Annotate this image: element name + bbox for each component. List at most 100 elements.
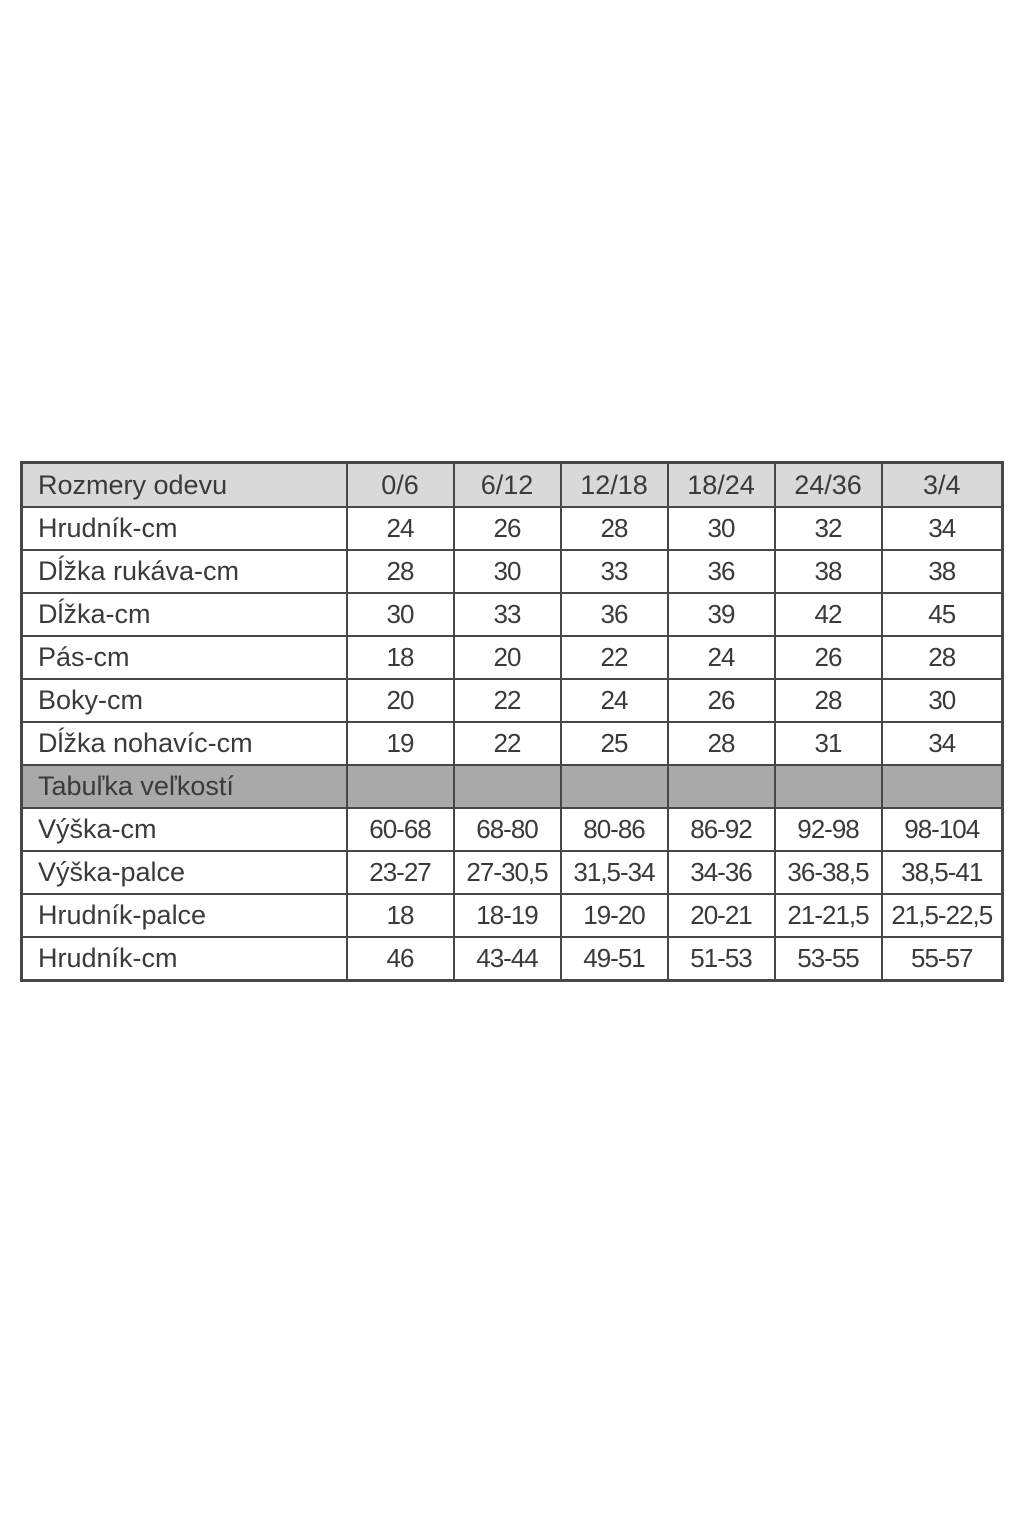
value-cell: 28 — [559, 506, 669, 551]
row-label: Boky-cm — [20, 678, 348, 723]
section-row: Tabuľka veľkostí — [20, 764, 1004, 809]
value-cell: 42 — [773, 592, 883, 637]
value-cell: 19-20 — [559, 893, 669, 938]
value-cell: 60-68 — [345, 807, 455, 852]
value-cell: 22 — [452, 678, 562, 723]
value-cell: 55-57 — [880, 936, 1004, 982]
column-header: 3/4 — [880, 461, 1004, 508]
value-cell: 43-44 — [452, 936, 562, 982]
value-cell: 24 — [345, 506, 455, 551]
size-chart-container: Rozmery odevu 0/6 6/12 12/18 18/24 24/36 3/4 H… — [20, 461, 1004, 982]
value-cell: 31 — [773, 721, 883, 766]
column-header: 18/24 — [666, 461, 776, 508]
table-row: Pás-cm 18 20 22 24 26 28 — [20, 635, 1004, 680]
value-cell: 34 — [880, 721, 1004, 766]
size-table-body: Hrudník-cm 24 26 28 30 32 34 Dĺžka rukáva-cm 28 3… — [20, 506, 1004, 982]
value-cell — [345, 764, 455, 809]
row-label: Dĺžka rukáva-cm — [20, 549, 348, 594]
value-cell: 30 — [666, 506, 776, 551]
value-cell: 25 — [559, 721, 669, 766]
value-cell: 68-80 — [452, 807, 562, 852]
row-label: Hrudník-cm — [20, 506, 348, 551]
value-cell: 19 — [345, 721, 455, 766]
value-cell: 38 — [880, 549, 1004, 594]
value-cell: 34-36 — [666, 850, 776, 895]
column-header: 12/18 — [559, 461, 669, 508]
value-cell: 49-51 — [559, 936, 669, 982]
table-row: Dĺžka rukáva-cm 28 30 33 36 38 38 — [20, 549, 1004, 594]
table-row: Boky-cm 20 22 24 26 28 30 — [20, 678, 1004, 723]
column-header: 24/36 — [773, 461, 883, 508]
value-cell: 31,5-34 — [559, 850, 669, 895]
value-cell: 20 — [452, 635, 562, 680]
value-cell: 33 — [559, 549, 669, 594]
value-cell: 24 — [666, 635, 776, 680]
value-cell: 33 — [452, 592, 562, 637]
value-cell: 26 — [452, 506, 562, 551]
row-label: Pás-cm — [20, 635, 348, 680]
value-cell: 51-53 — [666, 936, 776, 982]
row-label: Dĺžka-cm — [20, 592, 348, 637]
value-cell: 38 — [773, 549, 883, 594]
value-cell: 26 — [666, 678, 776, 723]
value-cell: 39 — [666, 592, 776, 637]
row-label: Výška-cm — [20, 807, 348, 852]
value-cell: 53-55 — [773, 936, 883, 982]
value-cell: 20-21 — [666, 893, 776, 938]
value-cell — [773, 764, 883, 809]
table-row: Výška-cm 60-68 68-80 80-86 86-92 92-98 98-104 — [20, 807, 1004, 852]
row-label: Výška-palce — [20, 850, 348, 895]
value-cell: 46 — [345, 936, 455, 982]
value-cell: 38,5-41 — [880, 850, 1004, 895]
value-cell — [666, 764, 776, 809]
value-cell: 98-104 — [880, 807, 1004, 852]
value-cell — [880, 764, 1004, 809]
table-row: Hrudník-cm 46 43-44 49-51 51-53 53-55 55-57 — [20, 936, 1004, 982]
column-header: 0/6 — [345, 461, 455, 508]
value-cell: 21,5-22,5 — [880, 893, 1004, 938]
table-row: Dĺžka-cm 30 33 36 39 42 45 — [20, 592, 1004, 637]
value-cell: 92-98 — [773, 807, 883, 852]
value-cell: 28 — [773, 678, 883, 723]
value-cell: 30 — [345, 592, 455, 637]
value-cell: 32 — [773, 506, 883, 551]
table-title-header: Rozmery odevu — [20, 461, 348, 508]
header-row: Rozmery odevu 0/6 6/12 12/18 18/24 24/36 3/4 — [20, 461, 1004, 508]
value-cell: 18-19 — [452, 893, 562, 938]
table-row: Výška-palce 23-27 27-30,5 31,5-34 34-36 36-38… — [20, 850, 1004, 895]
value-cell — [559, 764, 669, 809]
value-cell: 28 — [666, 721, 776, 766]
value-cell: 23-27 — [345, 850, 455, 895]
value-cell: 18 — [345, 893, 455, 938]
table-row: Dĺžka nohavíc-cm 19 22 25 28 31 34 — [20, 721, 1004, 766]
value-cell: 20 — [345, 678, 455, 723]
value-cell: 36 — [666, 549, 776, 594]
value-cell: 22 — [559, 635, 669, 680]
value-cell: 36 — [559, 592, 669, 637]
value-cell: 86-92 — [666, 807, 776, 852]
row-label: Dĺžka nohavíc-cm — [20, 721, 348, 766]
value-cell: 30 — [452, 549, 562, 594]
value-cell: 45 — [880, 592, 1004, 637]
value-cell: 22 — [452, 721, 562, 766]
value-cell: 36-38,5 — [773, 850, 883, 895]
value-cell: 18 — [345, 635, 455, 680]
value-cell: 24 — [559, 678, 669, 723]
value-cell: 34 — [880, 506, 1004, 551]
size-table-head: Rozmery odevu 0/6 6/12 12/18 18/24 24/36 3/4 — [20, 461, 1004, 508]
column-header: 6/12 — [452, 461, 562, 508]
table-row: Hrudník-cm 24 26 28 30 32 34 — [20, 506, 1004, 551]
value-cell: 80-86 — [559, 807, 669, 852]
value-cell: 28 — [880, 635, 1004, 680]
size-table: Rozmery odevu 0/6 6/12 12/18 18/24 24/36 3/4 H… — [20, 461, 1004, 982]
value-cell — [452, 764, 562, 809]
table-row: Hrudník-palce 18 18-19 19-20 20-21 21-21,5 21,… — [20, 893, 1004, 938]
value-cell: 28 — [345, 549, 455, 594]
row-label: Tabuľka veľkostí — [20, 764, 348, 809]
value-cell: 27-30,5 — [452, 850, 562, 895]
value-cell: 30 — [880, 678, 1004, 723]
row-label: Hrudník-cm — [20, 936, 348, 982]
value-cell: 21-21,5 — [773, 893, 883, 938]
value-cell: 26 — [773, 635, 883, 680]
